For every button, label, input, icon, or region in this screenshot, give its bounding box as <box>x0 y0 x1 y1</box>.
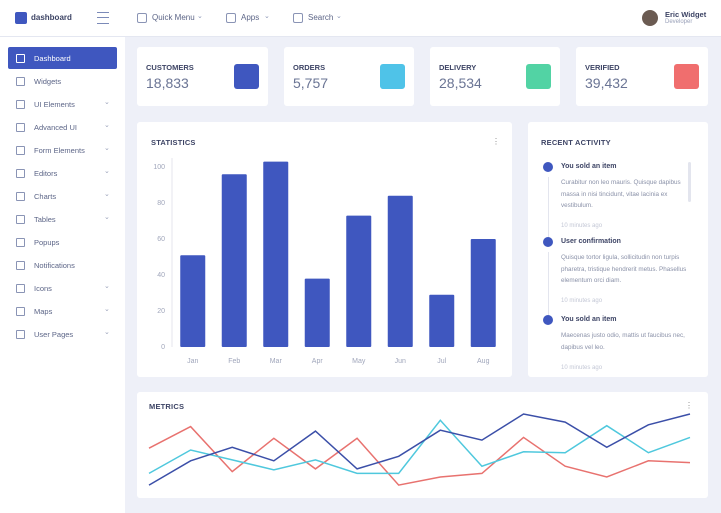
stat-label: CUSTOMERS <box>146 63 194 72</box>
avatar[interactable] <box>642 10 658 26</box>
nav-caret[interactable]: ⌄ <box>104 306 110 313</box>
nav-caret[interactable]: ⌄ <box>104 283 110 290</box>
menu-icon[interactable] <box>226 13 236 23</box>
nav-item[interactable]: Tables <box>34 215 56 224</box>
sidebar: Dashboard Widgets UI Elements ⌄ Advanced UI ⌄… <box>0 37 125 513</box>
scrollbar[interactable] <box>688 162 691 202</box>
nav-icon[interactable] <box>16 100 25 109</box>
nav-caret[interactable]: ⌄ <box>104 99 110 106</box>
activity-text: Maecenas justo odio, mattis ut faucibus … <box>561 332 685 351</box>
menu-caret[interactable]: ⌄ <box>264 13 270 20</box>
activity-time: 10 minutes ago <box>561 365 603 371</box>
stat-icon <box>380 64 405 89</box>
nav-caret[interactable]: ⌄ <box>104 191 110 198</box>
menu-icon[interactable] <box>137 13 147 23</box>
nav-icon[interactable] <box>16 169 25 178</box>
nav-item[interactable]: Advanced UI <box>34 123 77 132</box>
activity-card: RECENT ACTIVITY You sold an item Curabitu… <box>528 122 708 377</box>
nav-icon[interactable] <box>16 77 25 86</box>
menu-caret[interactable]: ⌄ <box>336 13 342 20</box>
stat-value: 5,757 <box>293 75 329 91</box>
nav-caret[interactable]: ⌄ <box>104 145 110 152</box>
stat-card: VERIFIED 39,432 <box>576 47 708 106</box>
user-role: Developer <box>665 19 693 25</box>
card-title: RECENT ACTIVITY <box>541 138 611 147</box>
nav-item[interactable]: Icons <box>34 284 52 293</box>
metrics-card: METRICS ⋮ <box>137 392 708 498</box>
stat-icon <box>674 64 699 89</box>
nav-icon[interactable] <box>16 215 25 224</box>
nav-item[interactable]: Popups <box>34 238 60 247</box>
stat-label: ORDERS <box>293 63 326 72</box>
stat-icon <box>526 64 551 89</box>
menu-item[interactable]: Search <box>308 13 334 22</box>
nav-caret[interactable]: ⌄ <box>104 329 110 336</box>
timeline-line <box>548 252 549 320</box>
nav-icon[interactable] <box>16 146 25 155</box>
activity-time: 10 minutes ago <box>561 298 603 304</box>
kebab[interactable]: ⋮ <box>685 401 693 410</box>
timeline-dot <box>543 162 553 172</box>
statistics-card: STATISTICS ⋮ <box>137 122 512 377</box>
nav-item[interactable]: Editors <box>34 169 58 178</box>
nav-icon[interactable] <box>16 192 25 201</box>
card-title: METRICS <box>149 402 185 411</box>
menu-icon[interactable] <box>293 13 303 23</box>
nav-item[interactable]: User Pages <box>34 330 74 339</box>
stat-value: 18,833 <box>146 75 189 91</box>
activity-title: You sold an item <box>561 316 617 323</box>
nav-item[interactable]: Form Elements <box>34 146 85 155</box>
nav-caret[interactable]: ⌄ <box>104 214 110 221</box>
nav-caret[interactable]: ⌄ <box>104 122 110 129</box>
timeline-dot <box>543 237 553 247</box>
nav-icon[interactable] <box>16 54 25 63</box>
nav-item[interactable]: Notifications <box>34 261 75 270</box>
nav-icon[interactable] <box>16 330 25 339</box>
nav-caret[interactable]: ⌄ <box>104 168 110 175</box>
stat-card: CUSTOMERS 18,833 <box>137 47 268 106</box>
nav-icon[interactable] <box>16 238 25 247</box>
nav-icon[interactable] <box>16 261 25 270</box>
nav-item[interactable]: Maps <box>34 307 53 316</box>
menu-caret[interactable]: ⌄ <box>197 13 203 20</box>
active-item-bg[interactable] <box>8 47 117 69</box>
menu-item[interactable]: Quick Menu <box>152 13 195 22</box>
nav-item[interactable]: Widgets <box>34 77 62 86</box>
stat-value: 28,534 <box>439 75 482 91</box>
stat-label: VERIFIED <box>585 63 620 72</box>
nav-item[interactable]: Dashboard <box>34 54 71 63</box>
timeline-dot <box>543 315 553 325</box>
logo[interactable] <box>15 12 27 24</box>
activity-text: Curabitur non leo mauris. Quisque dapibu… <box>561 179 681 209</box>
nav-icon[interactable] <box>16 284 25 293</box>
activity-text: Quisque tortor ligula, sollicitudin non … <box>561 254 687 284</box>
card-title: STATISTICS <box>151 138 196 147</box>
top-bar: dashboard Eric Widget Developer <box>0 0 721 37</box>
brand[interactable]: dashboard <box>31 13 72 22</box>
activity-time: 10 minutes ago <box>561 223 603 229</box>
kebab[interactable]: ⋮ <box>492 137 500 146</box>
hamburger[interactable] <box>97 12 109 24</box>
stat-icon <box>234 64 259 89</box>
user-name[interactable]: Eric Widget <box>665 10 707 19</box>
nav-item[interactable]: Charts <box>34 192 57 201</box>
activity-title: User confirmation <box>561 238 621 245</box>
timeline-line <box>548 177 549 242</box>
stat-label: DELIVERY <box>439 63 477 72</box>
stat-card: DELIVERY 28,534 <box>430 47 560 106</box>
menu-item[interactable]: Apps <box>241 13 260 22</box>
stat-card: ORDERS 5,757 <box>284 47 414 106</box>
nav-icon[interactable] <box>16 123 25 132</box>
nav-icon[interactable] <box>16 307 25 316</box>
nav-item[interactable]: UI Elements <box>34 100 75 109</box>
activity-title: You sold an item <box>561 163 617 170</box>
stat-value: 39,432 <box>585 75 628 91</box>
